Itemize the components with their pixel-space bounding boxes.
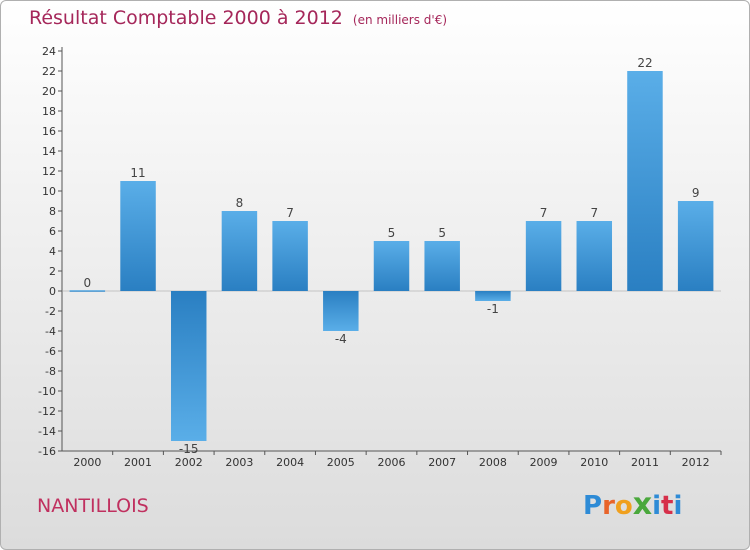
bar [576, 221, 613, 291]
x-tick-label: 2011 [631, 456, 659, 469]
y-tick-label: 8 [49, 205, 56, 218]
data-label: 7 [540, 206, 548, 220]
y-tick-label: 0 [49, 285, 56, 298]
chart-title-text: Résultat Comptable 2000 à 2012 [29, 7, 343, 29]
y-tick-label: 14 [42, 145, 56, 158]
logo-letter: t [661, 491, 674, 521]
x-tick-label: 2009 [530, 456, 558, 469]
x-axis: 2000 2001 2002 2003 2004 2005 2006 2007 2008 2009… [62, 290, 722, 469]
data-label: -4 [335, 332, 347, 346]
y-tick-label: -2 [45, 305, 56, 318]
x-tick-label: 2003 [225, 456, 253, 469]
data-label: 22 [637, 56, 652, 70]
bar [677, 201, 714, 291]
data-label: -15 [179, 442, 199, 456]
bar [627, 71, 663, 291]
bar [525, 221, 562, 291]
x-tick-label: 2007 [428, 456, 456, 469]
y-tick-label: 4 [49, 245, 56, 258]
chart-subtitle: (en milliers d'€) [352, 13, 448, 27]
y-tick-label: 20 [42, 85, 56, 98]
data-label: -1 [487, 302, 499, 316]
x-tick-label: 2005 [327, 456, 355, 469]
data-labels: 0 11 -15 8 7 -4 5 5 -1 7 7 22 9 [84, 56, 700, 456]
y-tick-label: -10 [38, 385, 56, 398]
data-label: 5 [388, 226, 396, 240]
bar [120, 181, 156, 291]
data-label: 7 [590, 206, 598, 220]
data-label: 9 [692, 186, 700, 200]
y-tick-label: -12 [38, 405, 56, 418]
logo-letter: P [583, 491, 603, 521]
y-tick-label: -16 [38, 445, 56, 458]
x-tick-label: 2012 [682, 456, 710, 469]
bar [272, 221, 308, 291]
data-label: 0 [84, 276, 92, 290]
y-tick-label: 24 [42, 45, 56, 58]
y-tick-label: -6 [45, 345, 56, 358]
bar [170, 291, 207, 441]
data-label: 7 [286, 206, 294, 220]
y-tick-label: 6 [49, 225, 56, 238]
bar [221, 211, 258, 291]
y-tick-label: 22 [42, 65, 56, 78]
y-tick-label: 18 [42, 105, 56, 118]
proxiti-logo: Proxiti [583, 487, 682, 522]
y-tick-label: -8 [45, 365, 56, 378]
x-tick-label: 2001 [124, 456, 152, 469]
data-label: 11 [130, 166, 145, 180]
logo-letter: x [632, 487, 653, 522]
data-label: 5 [438, 226, 446, 240]
logo-letter: i [652, 491, 662, 521]
logo-letter: i [673, 491, 683, 521]
y-tick-label: 12 [42, 165, 56, 178]
x-tick-label: 2008 [479, 456, 507, 469]
bars [69, 71, 714, 441]
bar [424, 241, 460, 291]
y-tick-label: 16 [42, 125, 56, 138]
x-tick-label: 2004 [276, 456, 304, 469]
bar [475, 291, 511, 301]
y-axis: 242220181614121086420-2-4-6-8-10-12-14-1… [38, 45, 63, 458]
y-tick-label: -14 [38, 425, 56, 438]
commune-name: NANTILLOIS [37, 495, 149, 517]
logo-letter: o [614, 491, 633, 521]
y-tick-label: 2 [49, 265, 56, 278]
y-tick-label: 10 [42, 185, 56, 198]
data-label: 8 [236, 196, 244, 210]
bar [373, 241, 410, 291]
logo-letter: r [602, 491, 615, 521]
y-tick-label: -4 [45, 325, 56, 338]
bar [69, 290, 106, 292]
x-tick-label: 2006 [378, 456, 406, 469]
x-tick-label: 2010 [580, 456, 608, 469]
bar [323, 291, 359, 331]
x-tick-label: 2000 [73, 456, 101, 469]
x-tick-label: 2002 [175, 456, 203, 469]
chart-title: Résultat Comptable 2000 à 2012 (en millie… [29, 7, 447, 29]
